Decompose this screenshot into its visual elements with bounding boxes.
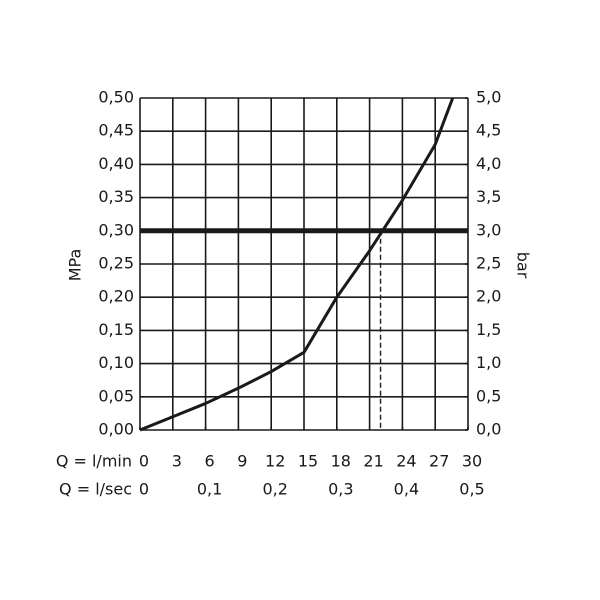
x2-tick-label: 0,2 [262, 480, 287, 499]
x2-tick-label: 0,1 [197, 480, 222, 499]
x-tick-label: 12 [265, 452, 285, 471]
y2-axis-label: bar [514, 252, 533, 279]
y2-tick-label: 2,0 [476, 287, 501, 306]
x-tick-label: 3 [172, 452, 182, 471]
y-tick-label: 0,35 [98, 187, 134, 206]
y2-tick-label: 3,0 [476, 220, 501, 239]
y-tick-label: 0,30 [98, 220, 134, 239]
x-tick-label: 9 [237, 452, 247, 471]
x-tick-label: 0 [139, 452, 149, 471]
y2-tick-label: 1,0 [476, 353, 501, 372]
y-tick-label: 0,50 [98, 88, 134, 107]
y-tick-label: 0,15 [98, 320, 134, 339]
y2-tick-label: 3,5 [476, 187, 501, 206]
y-tick-label: 0,20 [98, 287, 134, 306]
x-axis-label: Q = l/min [56, 452, 132, 471]
y2-tick-label: 4,5 [476, 121, 501, 140]
x-tick-label: 6 [205, 452, 215, 471]
x-tick-label: 15 [298, 452, 318, 471]
x-tick-label: 27 [429, 452, 449, 471]
y-tick-label: 0,40 [98, 154, 134, 173]
x-tick-label: 24 [396, 452, 416, 471]
y-tick-label: 0,05 [98, 386, 134, 405]
x2-tick-label: 0,4 [394, 480, 419, 499]
y2-tick-label: 0,5 [476, 386, 501, 405]
x2-tick-label: 0,5 [459, 480, 484, 499]
y2-tick-label: 0,0 [476, 420, 501, 439]
x-tick-label: 18 [331, 452, 351, 471]
y2-tick-label: 1,5 [476, 320, 501, 339]
y-tick-label: 0,00 [98, 420, 134, 439]
x2-tick-label: 0,3 [328, 480, 353, 499]
x-tick-label: 21 [363, 452, 383, 471]
data-line [139, 97, 455, 432]
x-tick-label: 30 [462, 452, 482, 471]
y-tick-label: 0,45 [98, 121, 134, 140]
y-tick-label: 0,25 [98, 254, 134, 273]
x2-axis-label: Q = l/sec [59, 480, 132, 499]
y-tick-label: 0,10 [98, 353, 134, 372]
x2-tick-label: 0 [139, 480, 149, 499]
y-axis-label: MPa [66, 249, 85, 282]
y2-tick-label: 5,0 [476, 88, 501, 107]
y2-tick-label: 4,0 [476, 154, 501, 173]
y2-tick-label: 2,5 [476, 254, 501, 273]
